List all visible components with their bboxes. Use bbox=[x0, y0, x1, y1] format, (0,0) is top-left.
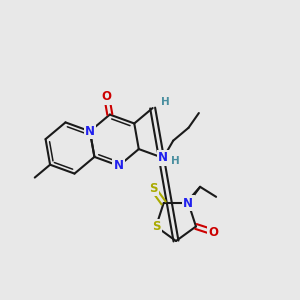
Text: O: O bbox=[102, 90, 112, 103]
Text: O: O bbox=[208, 226, 218, 238]
Text: N: N bbox=[183, 196, 193, 209]
Text: S: S bbox=[152, 220, 160, 233]
Text: N: N bbox=[85, 125, 95, 138]
Text: H: H bbox=[171, 156, 180, 166]
Text: N: N bbox=[114, 159, 124, 172]
Text: S: S bbox=[149, 182, 157, 195]
Text: N: N bbox=[158, 152, 168, 164]
Text: H: H bbox=[161, 97, 170, 107]
